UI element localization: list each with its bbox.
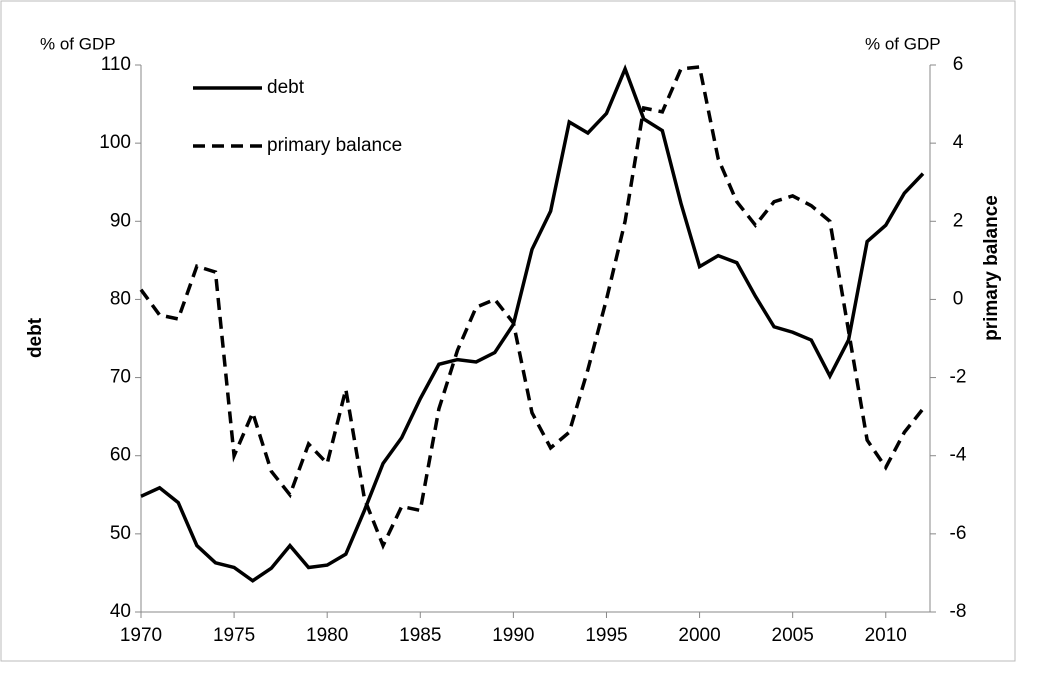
x-tick-label: 1985 (399, 625, 441, 646)
x-tick-label: 2000 (678, 625, 720, 646)
y2-tick-label: 4 (953, 132, 964, 153)
y-tick-label: 90 (110, 210, 131, 231)
y2-tick-label: -2 (950, 367, 967, 388)
y2-unit-label: % of GDP (865, 34, 941, 53)
legend-label: debt (267, 77, 305, 98)
y2-tick-label: -6 (950, 523, 967, 544)
x-tick-label: 2005 (772, 625, 814, 646)
y-axis-title: debt (25, 317, 46, 358)
y-tick-label: 60 (110, 445, 131, 466)
x-tick-label: 1975 (213, 625, 255, 646)
y2-tick-label: 0 (953, 288, 964, 309)
y-tick-label: 40 (110, 601, 131, 622)
y2-tick-label: -4 (950, 445, 967, 466)
x-tick-label: 1980 (306, 625, 348, 646)
y-tick-label: 50 (110, 523, 131, 544)
data-line (140, 64, 925, 583)
y-tick-label: 110 (101, 54, 131, 75)
x-tick-label: 1990 (492, 625, 534, 646)
y2-axis-title: primary balance (981, 195, 1002, 341)
y2-tick-label: -8 (950, 601, 967, 622)
x-tick-label: 1970 (120, 625, 162, 646)
data-line (139, 65, 925, 550)
y-tick-label: 100 (99, 132, 131, 153)
x-tick-label: 2010 (865, 625, 907, 646)
x-tick-label: 1995 (585, 625, 627, 646)
legend-label: primary balance (267, 135, 402, 156)
y2-tick-label: 6 (953, 54, 964, 75)
chart-frame (0, 0, 1016, 662)
y-unit-label: % of GDP (40, 34, 116, 53)
y-tick-label: 80 (110, 288, 131, 309)
y-tick-label: 70 (110, 367, 131, 388)
y2-tick-label: 2 (953, 210, 964, 231)
